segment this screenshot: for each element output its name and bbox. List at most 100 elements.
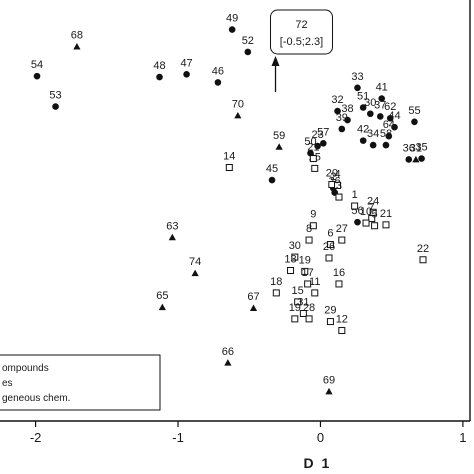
- circle-marker: [367, 110, 374, 118]
- square-marker: [326, 241, 334, 249]
- circle-marker: [214, 79, 222, 86]
- point-label: 58: [380, 128, 392, 140]
- data-point: 48: [153, 60, 166, 81]
- x-tick-label: -1: [172, 430, 184, 445]
- data-point: 31: [410, 142, 422, 163]
- square-marker: [325, 254, 333, 262]
- data-point: 41: [376, 82, 388, 102]
- point-label: 44: [388, 110, 400, 122]
- point-label: 35: [415, 142, 427, 154]
- point-label: 51: [357, 90, 369, 102]
- point-label: 13: [284, 254, 296, 266]
- point-label: 18: [270, 276, 282, 288]
- data-point: 55: [408, 105, 421, 126]
- point-label: 11: [309, 276, 320, 288]
- triangle-marker: [325, 387, 333, 395]
- data-point: 12: [336, 314, 348, 335]
- point-label: 19: [299, 254, 311, 266]
- point-label: 62: [384, 101, 396, 113]
- data-point: 19: [289, 302, 301, 323]
- point-label: 68: [71, 30, 83, 42]
- x-axis-title: D 1: [304, 455, 332, 471]
- circle-marker: [183, 71, 190, 78]
- data-point: 32: [331, 94, 344, 115]
- point-label: 42: [357, 124, 369, 136]
- callout-coordinates: [-0.5;2.3]: [280, 36, 323, 48]
- legend-box: [0, 354, 161, 411]
- point-label: 49: [226, 13, 238, 25]
- callout-annotation: 72 [-0.5;2.3]: [270, 9, 334, 92]
- legend: ompounds es geneous chem.: [0, 354, 161, 411]
- x-axis-ticks: -2 -1 0 1: [30, 421, 466, 445]
- point-label: 52: [242, 35, 254, 47]
- data-point: 29: [324, 305, 337, 326]
- data-point: 59: [273, 130, 285, 150]
- data-point: 28: [303, 302, 315, 323]
- data-point: 47: [180, 57, 193, 78]
- point-label: 14: [223, 151, 235, 163]
- square-marker: [338, 236, 346, 244]
- point-label: 21: [307, 142, 319, 154]
- data-point: 21: [380, 208, 392, 229]
- triangle-marker: [275, 143, 283, 150]
- data-point: 3: [335, 180, 343, 201]
- point-label: 55: [408, 105, 420, 117]
- square-marker: [362, 219, 370, 227]
- point-label: 2: [330, 171, 336, 183]
- point-label: 10: [360, 206, 372, 218]
- square-marker: [309, 155, 317, 163]
- point-label: 15: [292, 285, 304, 297]
- point-label: 26: [323, 241, 335, 253]
- data-point: 42: [357, 124, 369, 144]
- data-point: 39: [336, 112, 348, 133]
- data-point: 27: [336, 223, 348, 244]
- circle-marker: [405, 156, 413, 163]
- data-point: 26: [323, 241, 335, 262]
- circle-marker: [314, 142, 321, 150]
- data-point: 66: [222, 346, 234, 366]
- legend-entry: geneous chem.: [2, 393, 70, 404]
- x-tick-label: 1: [459, 430, 466, 445]
- data-point: 37: [374, 99, 386, 120]
- circle-marker: [354, 84, 361, 92]
- point-label: 69: [323, 374, 335, 386]
- square-marker: [309, 222, 317, 230]
- data-point: 52: [242, 35, 254, 56]
- data-point: 46: [212, 65, 224, 86]
- square-marker: [304, 280, 312, 288]
- square-marker: [311, 289, 319, 297]
- data-point: 45: [266, 163, 278, 184]
- square-marker: [287, 267, 295, 275]
- data-point: 64: [383, 119, 395, 140]
- circle-marker: [411, 118, 418, 126]
- data-point: 5: [371, 209, 379, 230]
- data-point: 6: [326, 228, 334, 249]
- callout-box: [270, 9, 334, 55]
- circle-marker: [385, 132, 393, 140]
- square-marker: [419, 256, 427, 264]
- data-point: 65: [156, 290, 168, 311]
- data-point: 14: [223, 151, 235, 172]
- point-label: 34: [367, 128, 379, 140]
- square-marker: [326, 318, 334, 326]
- data-point: 1: [351, 189, 359, 210]
- square-marker: [335, 280, 343, 288]
- data-point: 22: [417, 243, 429, 264]
- data-point: 36: [403, 142, 415, 163]
- data-point: 34: [367, 128, 379, 149]
- legend-entry: es: [2, 378, 13, 389]
- data-point: 57: [317, 126, 329, 147]
- square-marker: [305, 236, 313, 244]
- point-label: 74: [189, 256, 201, 268]
- data-point: 53: [49, 90, 62, 110]
- data-point: 18: [270, 276, 282, 297]
- triangle-marker: [158, 303, 166, 311]
- point-label: 66: [222, 346, 234, 358]
- data-point: 54: [31, 59, 43, 80]
- circle-marker: [378, 95, 385, 102]
- data-point: 30: [364, 97, 376, 118]
- data-point: 51: [357, 90, 369, 111]
- circle-marker: [344, 116, 351, 124]
- data-point: 69: [323, 374, 335, 395]
- point-label: 31: [410, 142, 422, 154]
